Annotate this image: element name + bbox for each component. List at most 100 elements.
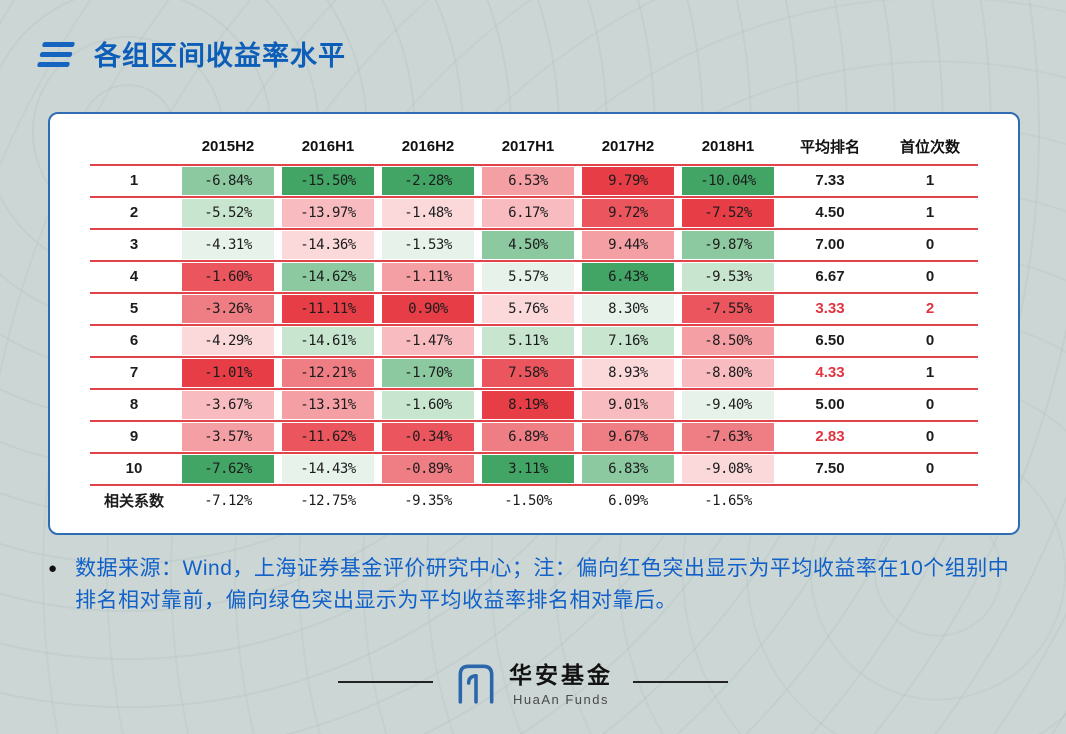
table-cell: -9.53% [682, 263, 774, 291]
first-count-cell: 0 [925, 268, 935, 285]
brand-text: 华安基金 HuaAn Funds [509, 656, 613, 707]
table-cell: 5.57% [482, 263, 574, 291]
footer-left-rule [338, 680, 433, 683]
table-row: 4 -1.60% -14.62% -1.11% 5.57% 6.43% -9.53% 6.67… [90, 260, 978, 292]
table-cell: -14.61% [282, 327, 374, 355]
row-label: 8 [129, 396, 139, 413]
table-cell: 9.79% [582, 167, 674, 195]
note-text: 数据来源：Wind，上海证券基金评价研究中心；注：偏向红色突出显示为平均收益率在… [75, 557, 1010, 612]
table-cell: -12.21% [282, 359, 374, 387]
table-cell: -3.57% [182, 423, 274, 451]
table-cell: -1.70% [382, 359, 474, 387]
brand-logo: 华安基金 HuaAn Funds [453, 656, 613, 707]
table-cell: -9.87% [682, 231, 774, 259]
row-label: 6 [129, 332, 139, 349]
table-cell: 4.50% [482, 231, 574, 259]
table-cell: 6.43% [582, 263, 674, 291]
table-cell: -2.28% [382, 167, 474, 195]
table-cell: 5.11% [482, 327, 574, 355]
table-cell: -7.52% [682, 199, 774, 227]
table-row: 10 -7.62% -14.43% -0.89% 3.11% 6.83% -9.08% 7.5… [90, 452, 978, 484]
table-cell: -9.08% [682, 455, 774, 483]
table-cell: -1.53% [382, 231, 474, 259]
table-cell: 6.83% [582, 455, 674, 483]
table-card: 2015H2 2016H1 2016H2 2017H1 2017H2 2018H1 平均排名… [48, 112, 1020, 535]
table-cell: -13.97% [282, 199, 374, 227]
column-header: 2018H1 [701, 138, 755, 155]
table-cell: 6.17% [482, 199, 574, 227]
table-cell: -4.29% [182, 327, 274, 355]
row-label: 4 [129, 268, 139, 285]
table-cell: -7.63% [682, 423, 774, 451]
table-cell: 8.30% [582, 295, 674, 323]
table-cell: 3.11% [482, 455, 574, 483]
table-cell: 8.93% [582, 359, 674, 387]
table-header-row: 2015H2 2016H1 2016H2 2017H1 2017H2 2018H1 平均排名… [90, 130, 978, 164]
table-row: 5 -3.26% -11.11% 0.90% 5.76% 8.30% -7.55% 3.33 2 [90, 292, 978, 324]
column-header: 2017H1 [501, 138, 555, 155]
row-label: 1 [129, 172, 139, 189]
table-cell: -3.67% [182, 391, 274, 419]
avg-rank-cell: 2.83 [815, 428, 845, 445]
avg-rank-cell: 4.50 [815, 204, 845, 221]
page-header: 各组区间收益率水平 [36, 34, 346, 73]
table-cell: 8.19% [482, 391, 574, 419]
table-cell: -14.43% [282, 455, 374, 483]
row-label: 相关系数 [103, 492, 164, 510]
section-marker-icon [36, 42, 76, 67]
row-label: 10 [125, 460, 143, 477]
avg-rank-cell: 5.00 [815, 396, 845, 413]
column-header: 首位次数 [899, 138, 960, 156]
table-cell: -12.75% [300, 493, 356, 509]
column-header: 2017H2 [601, 138, 655, 155]
first-count-cell: 1 [925, 364, 935, 381]
table-row: 8 -3.67% -13.31% -1.60% 8.19% 9.01% -9.40% 5.00… [90, 388, 978, 420]
table-cell: -1.60% [182, 263, 274, 291]
table-cell: -7.62% [182, 455, 274, 483]
table-cell: -1.48% [382, 199, 474, 227]
first-count-cell: 0 [925, 396, 935, 413]
table-row: 9 -3.57% -11.62% -0.34% 6.89% 9.67% -7.63% 2.83… [90, 420, 978, 452]
first-count-cell: 0 [925, 460, 935, 477]
table-cell: -1.01% [182, 359, 274, 387]
table-cell: 9.67% [582, 423, 674, 451]
avg-rank-cell: 3.33 [815, 300, 845, 317]
table-cell: -10.04% [682, 167, 774, 195]
table-cell: 6.09% [608, 493, 648, 509]
table-cell: -3.26% [182, 295, 274, 323]
table-cell: -7.55% [682, 295, 774, 323]
column-header: 2016H1 [301, 138, 355, 155]
avg-rank-cell: 6.67 [815, 268, 845, 285]
table-cell: 6.53% [482, 167, 574, 195]
table-cell: 9.44% [582, 231, 674, 259]
avg-rank-cell: 6.50 [815, 332, 845, 349]
table-cell: -1.50% [504, 493, 552, 509]
table-cell: -1.60% [382, 391, 474, 419]
first-count-cell: 1 [925, 172, 935, 189]
table-cell: -15.50% [282, 167, 374, 195]
column-header [90, 130, 178, 164]
avg-rank-cell: 7.50 [815, 460, 845, 477]
avg-rank-cell: 7.00 [815, 236, 845, 253]
table-cell: 9.01% [582, 391, 674, 419]
table-cell: 6.89% [482, 423, 574, 451]
table-cell: 0.90% [382, 295, 474, 323]
table-cell: -0.89% [382, 455, 474, 483]
first-count-cell: 1 [925, 204, 935, 221]
table-cell: -9.35% [404, 493, 452, 509]
huaan-logo-icon [453, 659, 499, 705]
row-label: 5 [129, 300, 139, 317]
table-cell: -5.52% [182, 199, 274, 227]
table-cell: 5.76% [482, 295, 574, 323]
footer-right-rule [633, 680, 728, 683]
table-row: 相关系数 -7.12% -12.75% -9.35% -1.50% 6.09% -1.65% [90, 484, 978, 516]
brand-name-en: HuaAn Funds [513, 692, 609, 707]
table-cell: -6.84% [182, 167, 274, 195]
column-header: 2016H2 [401, 138, 455, 155]
table-cell: -14.62% [282, 263, 374, 291]
table-cell: -0.34% [382, 423, 474, 451]
table-cell: -1.47% [382, 327, 474, 355]
row-label: 2 [129, 204, 139, 221]
avg-rank-cell: 4.33 [815, 364, 845, 381]
table-cell: -8.50% [682, 327, 774, 355]
